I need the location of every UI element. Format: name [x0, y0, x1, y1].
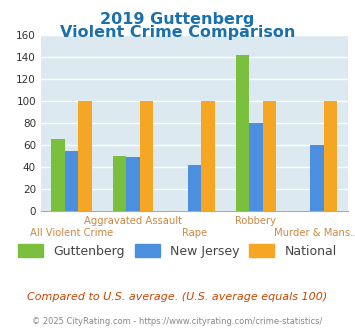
Legend: Guttenberg, New Jersey, National: Guttenberg, New Jersey, National — [13, 239, 342, 263]
Text: Robbery: Robbery — [235, 216, 276, 226]
Bar — [201, 101, 215, 211]
Bar — [65, 150, 78, 211]
Text: Aggravated Assault: Aggravated Assault — [84, 216, 182, 226]
Text: Violent Crime Comparison: Violent Crime Comparison — [60, 25, 295, 40]
Bar — [78, 101, 92, 211]
Text: © 2025 CityRating.com - https://www.cityrating.com/crime-statistics/: © 2025 CityRating.com - https://www.city… — [32, 317, 323, 326]
Bar — [249, 123, 263, 211]
Text: Murder & Mans...: Murder & Mans... — [274, 228, 355, 238]
Bar — [235, 54, 249, 211]
Text: 2019 Guttenberg: 2019 Guttenberg — [100, 12, 255, 26]
Bar — [310, 145, 324, 211]
Text: All Violent Crime: All Violent Crime — [30, 228, 113, 238]
Text: Compared to U.S. average. (U.S. average equals 100): Compared to U.S. average. (U.S. average … — [27, 292, 328, 302]
Bar — [51, 140, 65, 211]
Bar — [113, 156, 126, 211]
Text: Rape: Rape — [182, 228, 207, 238]
Bar — [126, 157, 140, 211]
Bar — [140, 101, 153, 211]
Bar — [263, 101, 276, 211]
Bar — [187, 165, 201, 211]
Bar — [324, 101, 338, 211]
